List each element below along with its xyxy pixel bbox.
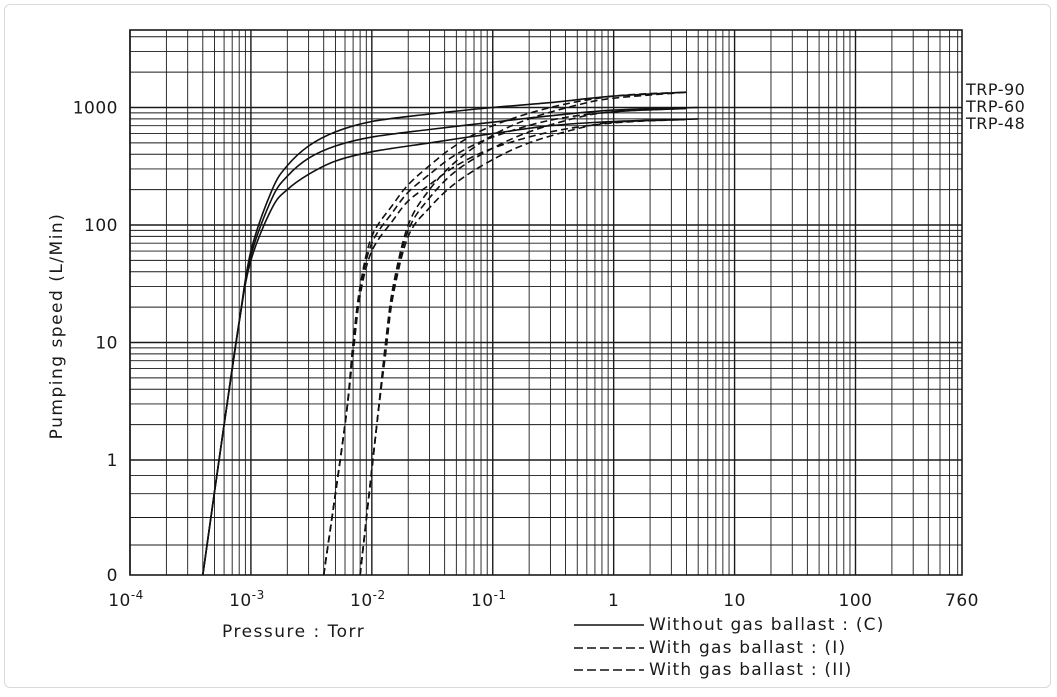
x-tick-label: 100 xyxy=(839,591,873,611)
series-line-trp-48-i xyxy=(322,118,687,576)
y-tick-label: 1000 xyxy=(73,99,118,119)
series-line-trp-48-ii xyxy=(359,118,687,576)
x-tick-label: 10-4 xyxy=(108,588,144,611)
model-label-trp-60: TRP-60 xyxy=(965,97,1025,116)
x-tick-label: 10-2 xyxy=(350,588,386,611)
grid-major xyxy=(129,30,962,575)
x-tick-label: 10 xyxy=(723,591,746,611)
y-tick-label: 0 xyxy=(107,566,118,586)
model-label-trp-90: TRP-90 xyxy=(965,80,1025,99)
legend: Without gas ballast : (C) With gas ballas… xyxy=(574,615,885,680)
y-tick-label: 100 xyxy=(84,216,118,236)
y-tick-label: 1 xyxy=(107,451,118,471)
y-axis-ticks: 0 1 10 100 1000 xyxy=(73,99,118,587)
x-tick-label: 1 xyxy=(608,591,619,611)
legend-label: With gas ballast : (II) xyxy=(649,660,853,680)
plot-border xyxy=(129,29,963,576)
x-tick-label: 10-1 xyxy=(471,588,507,611)
x-tick-label: 760 xyxy=(945,591,979,611)
y-tick-label: 10 xyxy=(95,334,118,354)
legend-label: Without gas ballast : (C) xyxy=(649,615,885,635)
y-axis-title: Pumping speed (L/Min) xyxy=(47,213,67,440)
x-axis-title: Pressure : Torr xyxy=(222,622,365,642)
model-label-trp-48: TRP-48 xyxy=(965,114,1025,133)
chart-border xyxy=(4,4,1051,688)
x-tick-label: 10-3 xyxy=(229,588,265,611)
legend-label: With gas ballast : (I) xyxy=(649,638,846,658)
x-axis-ticks: 10-4 10-3 10-2 10-1 1 10 100 760 xyxy=(108,588,979,611)
series-layer xyxy=(202,91,699,576)
